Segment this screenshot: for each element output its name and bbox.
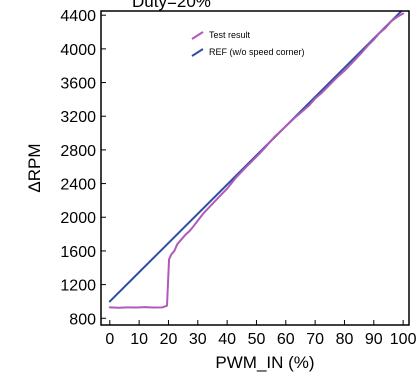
y-tick-label: 1200 [60, 278, 96, 295]
legend-swatch-test-result [191, 31, 204, 40]
y-tick-label: 4400 [60, 8, 96, 25]
x-tick-label: 40 [218, 331, 236, 348]
y-tick-label: 800 [69, 311, 96, 328]
y-tick-label: 3600 [60, 76, 96, 93]
x-tick-label: 30 [189, 331, 207, 348]
y-tick-label: 3200 [60, 109, 96, 126]
y-axis-label: ΔRPM [25, 143, 44, 192]
legend-swatch-ref [191, 48, 204, 57]
x-axis-label: PWM_IN (%) [215, 353, 314, 372]
plot-frame [100, 10, 410, 326]
y-tick-label: 2800 [60, 143, 96, 160]
x-tick-label: 10 [130, 331, 148, 348]
y-tick-label: 1600 [60, 244, 96, 261]
x-tick-label: 50 [248, 331, 266, 348]
x-tick-label: 70 [306, 331, 324, 348]
x-tick-label: 80 [336, 331, 354, 348]
chart-title: Duty=20% [132, 0, 211, 11]
y-tick-label: 2000 [60, 210, 96, 227]
x-tick-label: 0 [105, 331, 114, 348]
x-tick-label: 60 [277, 331, 295, 348]
legend-label-ref: REF (w/o speed corner) [209, 47, 305, 57]
x-tick-label: 100 [390, 331, 417, 348]
legend-label-test-result: Test result [209, 30, 251, 40]
x-tick-label: 20 [160, 331, 178, 348]
y-tick-label: 2400 [60, 177, 96, 194]
series-line-test-result [108, 12, 405, 309]
x-tick-label: 90 [365, 331, 383, 348]
y-tick-label: 4000 [60, 42, 96, 59]
